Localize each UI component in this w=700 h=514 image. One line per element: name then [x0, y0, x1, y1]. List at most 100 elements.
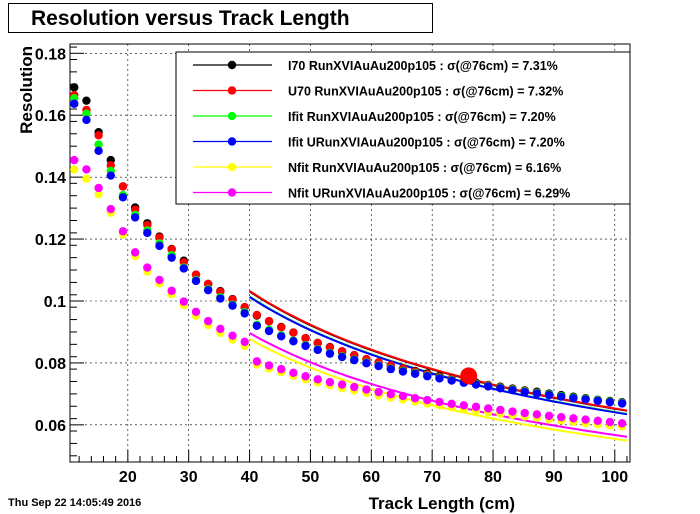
data-point — [386, 364, 395, 374]
data-point — [496, 384, 505, 393]
data-point — [155, 241, 164, 251]
data-point — [167, 253, 176, 262]
y-axis-label: Resolution — [17, 46, 36, 134]
data-point — [240, 309, 249, 318]
data-point — [70, 155, 79, 165]
data-point — [447, 376, 456, 385]
data-point — [264, 326, 274, 336]
data-point — [106, 204, 115, 214]
data-point — [362, 385, 371, 394]
legend-box — [175, 51, 631, 205]
data-point — [264, 361, 274, 370]
data-point — [179, 264, 189, 273]
data-point — [143, 263, 152, 272]
data-point — [605, 398, 615, 407]
x-tick-label: 80 — [484, 469, 502, 486]
data-point — [313, 338, 322, 347]
data-point — [289, 368, 298, 378]
data-point — [130, 213, 140, 222]
y-tick-label: 0.16 — [35, 108, 66, 125]
data-point — [557, 412, 566, 422]
x-tick-label: 30 — [180, 469, 198, 486]
data-point — [362, 359, 371, 368]
data-point — [203, 285, 213, 295]
data-point — [605, 417, 615, 427]
y-tick-label: 0.12 — [35, 232, 66, 249]
data-point — [82, 115, 91, 125]
data-point — [167, 245, 176, 254]
data-point — [240, 337, 249, 347]
data-point — [252, 310, 262, 320]
data-point — [143, 228, 152, 238]
data-point — [228, 301, 237, 310]
data-point — [94, 131, 103, 140]
data-point — [337, 380, 347, 389]
data-point — [593, 396, 602, 406]
data-point — [203, 316, 213, 326]
data-point — [277, 332, 286, 341]
legend-entry: U70 RunXVIAuAu200p105 : σ(@76cm) = 7.32% — [288, 85, 563, 99]
legend-entry: Nfit RunXVIAuAu200p105 : σ(@76cm) = 6.16… — [288, 161, 561, 175]
y-tick-label: 0.18 — [35, 46, 66, 63]
data-point — [617, 399, 627, 408]
highlight-marker-76cm — [460, 367, 478, 385]
y-tick-label: 0.14 — [35, 170, 66, 187]
legend-marker — [227, 188, 237, 197]
x-tick-label: 50 — [302, 469, 320, 486]
data-point — [130, 248, 140, 257]
data-point — [337, 352, 347, 362]
data-point — [82, 96, 91, 105]
legend-marker — [227, 137, 237, 146]
data-point — [301, 372, 310, 381]
data-point — [289, 337, 298, 346]
data-point — [155, 275, 164, 285]
data-point — [617, 419, 627, 428]
y-tick-label: 0.06 — [35, 418, 66, 435]
data-point — [532, 410, 542, 419]
legend-entry: Ifit RunXVIAuAu200p105 : σ(@76cm) = 7.20… — [288, 110, 556, 124]
data-point — [374, 361, 383, 371]
data-point — [70, 99, 79, 108]
data-point — [471, 402, 481, 412]
data-point — [118, 227, 128, 236]
data-point — [264, 316, 274, 326]
legend-marker — [227, 111, 237, 121]
data-point — [593, 416, 602, 426]
data-point — [508, 385, 517, 395]
legend-marker — [227, 162, 237, 172]
data-point — [94, 189, 103, 199]
data-point — [569, 414, 578, 423]
data-point — [544, 411, 554, 421]
data-point — [191, 307, 201, 317]
data-point — [423, 395, 432, 405]
data-point — [118, 193, 128, 202]
x-axis-label: Track Length (cm) — [369, 494, 515, 513]
data-point — [544, 390, 554, 400]
data-point — [216, 324, 225, 334]
data-point — [532, 389, 542, 398]
data-point — [70, 83, 79, 92]
legend-entry: I70 RunXVIAuAu200p105 : σ(@76cm) = 7.31% — [288, 59, 558, 73]
data-point — [106, 171, 115, 180]
legend-entry: Nfit URunXVIAuAu200p105 : σ(@76cm) = 6.2… — [288, 187, 570, 201]
data-point — [313, 345, 322, 355]
data-point — [301, 341, 310, 351]
data-point — [520, 387, 529, 397]
data-point — [94, 140, 103, 149]
y-tick-label: 0.08 — [35, 356, 66, 373]
data-point — [410, 394, 420, 403]
data-point — [167, 286, 176, 295]
data-point — [301, 333, 310, 343]
data-point — [581, 415, 590, 424]
x-tick-label: 90 — [545, 469, 563, 486]
data-point — [496, 405, 505, 415]
data-point — [520, 408, 529, 418]
data-point — [398, 367, 408, 376]
x-tick-label: 40 — [241, 469, 259, 486]
data-point — [423, 372, 432, 381]
data-point — [191, 276, 201, 286]
data-point — [277, 323, 286, 332]
data-point — [435, 397, 444, 407]
data-point — [252, 321, 262, 330]
timestamp: Thu Sep 22 14:05:49 2016 — [8, 497, 142, 509]
